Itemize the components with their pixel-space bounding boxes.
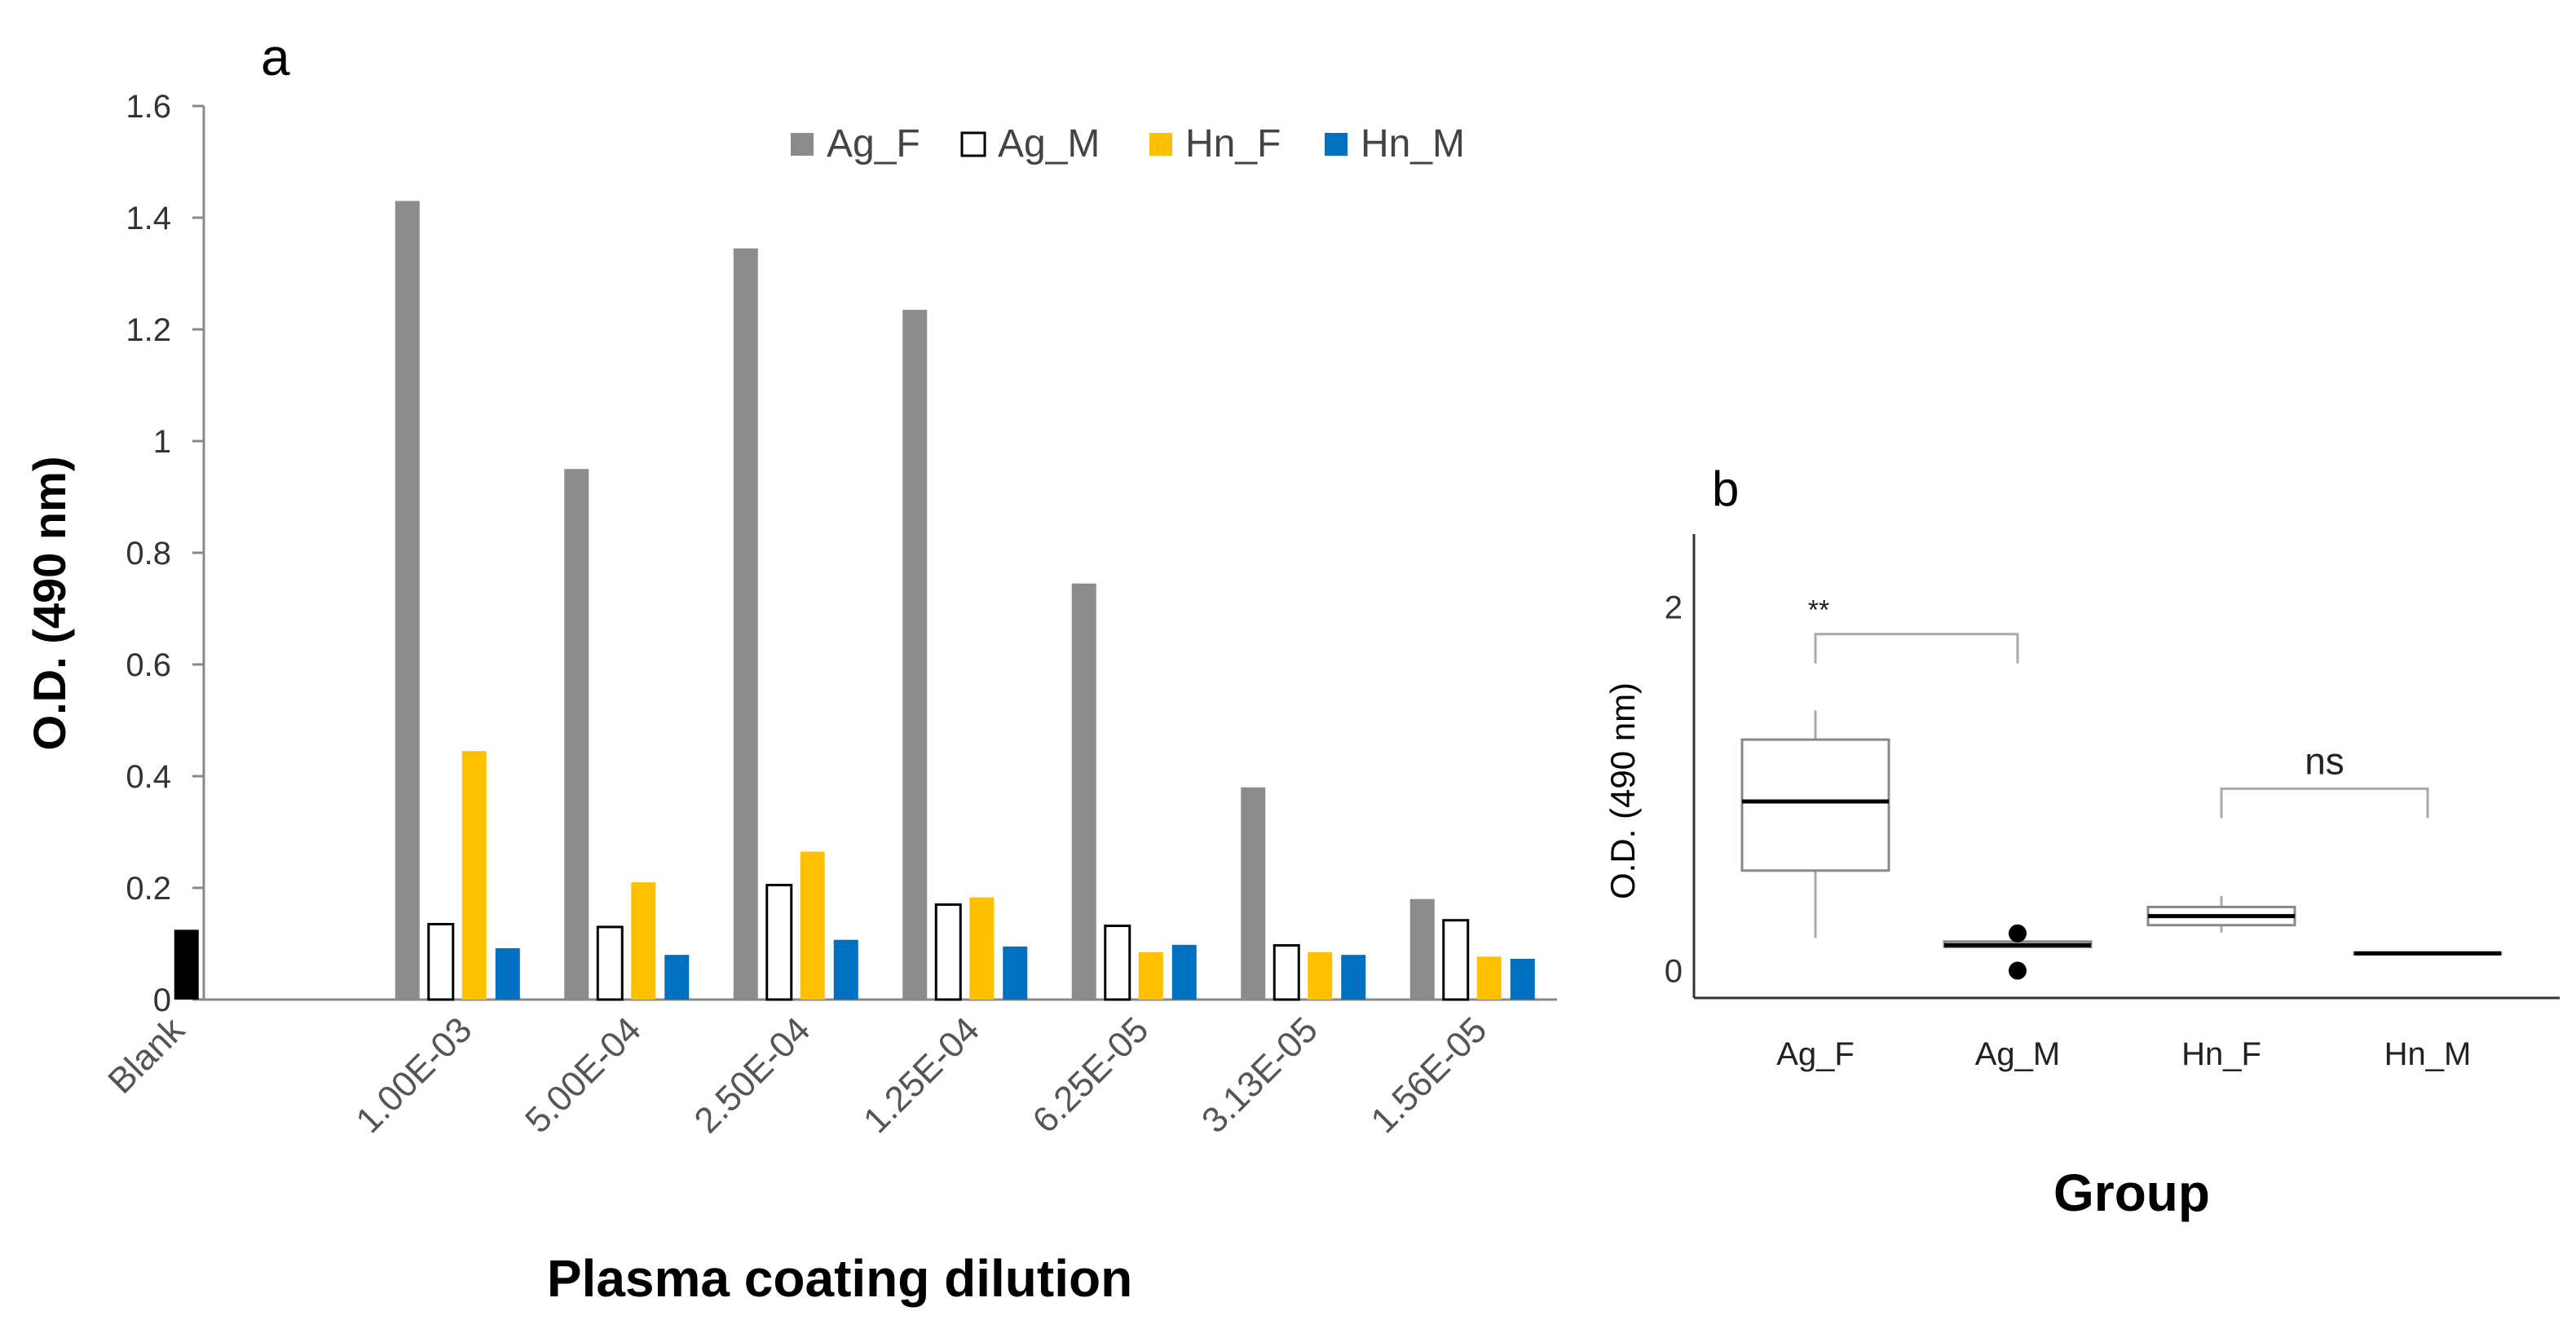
bar-ag-f xyxy=(1241,787,1266,1000)
significance-bracket xyxy=(1814,633,2019,664)
boxes xyxy=(1740,710,2503,980)
bar-ag-f xyxy=(902,310,928,1000)
y-axis-label: O.D. (490 nm) xyxy=(24,457,75,751)
bar-ag-f xyxy=(733,248,758,1000)
legend-label: Hn_F xyxy=(1185,122,1281,166)
x-tick-label: Blank xyxy=(100,1009,192,1101)
legend-swatch xyxy=(1325,133,1348,156)
y-tick-label: 0.2 xyxy=(126,871,171,907)
bar-hn-f xyxy=(1138,951,1163,1000)
bar-hn-f xyxy=(1308,951,1333,1000)
bar-ag-f xyxy=(395,201,420,1000)
bar-ag-f xyxy=(1071,583,1096,1000)
y-axis-label-b: O.D. (490 nm) xyxy=(1603,682,1642,899)
bar-ag-m xyxy=(1104,925,1131,1001)
bar-hn-f xyxy=(461,751,487,1000)
bar-ag-m xyxy=(765,884,793,1001)
panel-label-b: b xyxy=(1712,461,1739,516)
bars xyxy=(174,201,1535,1001)
significance-bracket xyxy=(2220,787,2429,819)
x-tick-label-b: Hn_F xyxy=(2181,1036,2261,1072)
panel-label-a: a xyxy=(261,28,290,86)
bar-hn-m xyxy=(1341,955,1366,1000)
bar-hn-f xyxy=(800,851,825,1000)
bar-ag-m xyxy=(427,923,455,1001)
x-tick-label: 1.25E-04 xyxy=(856,1009,987,1141)
bar-hn-m xyxy=(1171,944,1197,1000)
x-tick-label: 3.13E-05 xyxy=(1194,1009,1325,1141)
bar-hn-m xyxy=(1003,946,1028,1000)
y-tick-label: 0.6 xyxy=(126,647,171,683)
x-tick-label-b: Hn_M xyxy=(2384,1036,2472,1072)
significance-label: ns xyxy=(2305,739,2344,782)
y-tick-label: 0.4 xyxy=(126,759,171,795)
bar-blank xyxy=(174,929,199,1000)
y-tick-label-b: 2 xyxy=(1665,589,1683,625)
bar-hn-f xyxy=(969,897,995,1000)
outlier-point xyxy=(2009,924,2027,942)
y-tick-label: 1 xyxy=(153,424,171,460)
bar-hn-m xyxy=(495,947,520,1000)
bar-chart-panel: a O.D. (490 nm) Plasma coating dilution … xyxy=(24,28,1557,1308)
legend: Ag_F Ag_M Hn_F Hn_M xyxy=(791,122,1465,166)
bar-hn-m xyxy=(833,939,858,1000)
x-axis: Blank 1.00E-03 5.00E-04 2.50E-04 1.25E-04 6.2… xyxy=(100,998,1557,1141)
x-axis-label-b: Group xyxy=(2053,1163,2210,1222)
x-tick-label: 5.00E-04 xyxy=(518,1009,649,1141)
bar-hn-f xyxy=(631,882,656,1000)
y-tick-label: 0 xyxy=(153,982,171,1018)
y-tick-label: 1.4 xyxy=(126,201,171,236)
legend-label: Ag_F xyxy=(827,122,920,166)
bar-ag-m xyxy=(596,925,624,1001)
y-tick-label: 1.2 xyxy=(126,312,171,348)
legend-label: Hn_M xyxy=(1361,122,1465,166)
legend-swatch xyxy=(1149,133,1172,156)
y-tick-label-b: 0 xyxy=(1665,954,1683,990)
bar-ag-f xyxy=(564,469,589,1000)
box xyxy=(1740,738,1890,872)
bar-ag-m xyxy=(1273,944,1300,1001)
y-tick-label: 1.6 xyxy=(126,89,171,125)
x-tick-label: 1.56E-05 xyxy=(1363,1009,1494,1141)
y-tick-label: 0.8 xyxy=(126,536,171,572)
legend-swatch xyxy=(960,131,986,157)
x-tick-label: 1.00E-03 xyxy=(348,1009,479,1141)
bar-hn-m xyxy=(664,955,690,1000)
significance-label: ** xyxy=(1808,595,1829,626)
bar-ag-f xyxy=(1409,898,1435,1000)
y-axis: 0 0.2 0.4 0.6 0.8 1 1.2 1.4 1.6 xyxy=(126,89,205,1018)
x-tick-label-b: Ag_M xyxy=(1975,1036,2061,1072)
box-plot-panel: b O.D. (490 nm) Group 0 2 Ag_F Ag_M Hn_F Hn_M… xyxy=(1603,461,2560,1222)
bar-ag-m xyxy=(1442,919,1470,1001)
bar-hn-m xyxy=(1510,958,1535,1000)
bar-ag-m xyxy=(934,903,962,1001)
bar-hn-f xyxy=(1476,956,1502,1000)
legend-swatch xyxy=(791,133,814,156)
x-tick-label: 2.50E-04 xyxy=(686,1009,818,1141)
outlier-point xyxy=(2009,961,2027,980)
axes-b: 0 2 Ag_F Ag_M Hn_F Hn_M xyxy=(1665,534,2560,1072)
x-tick-label: 6.25E-05 xyxy=(1025,1009,1156,1141)
legend-label: Ag_M xyxy=(998,122,1100,166)
x-tick-label-b: Ag_F xyxy=(1776,1036,1855,1072)
significance-annotations: ** ns xyxy=(1808,595,2429,819)
x-axis-label: Plasma coating dilution xyxy=(547,1249,1132,1308)
